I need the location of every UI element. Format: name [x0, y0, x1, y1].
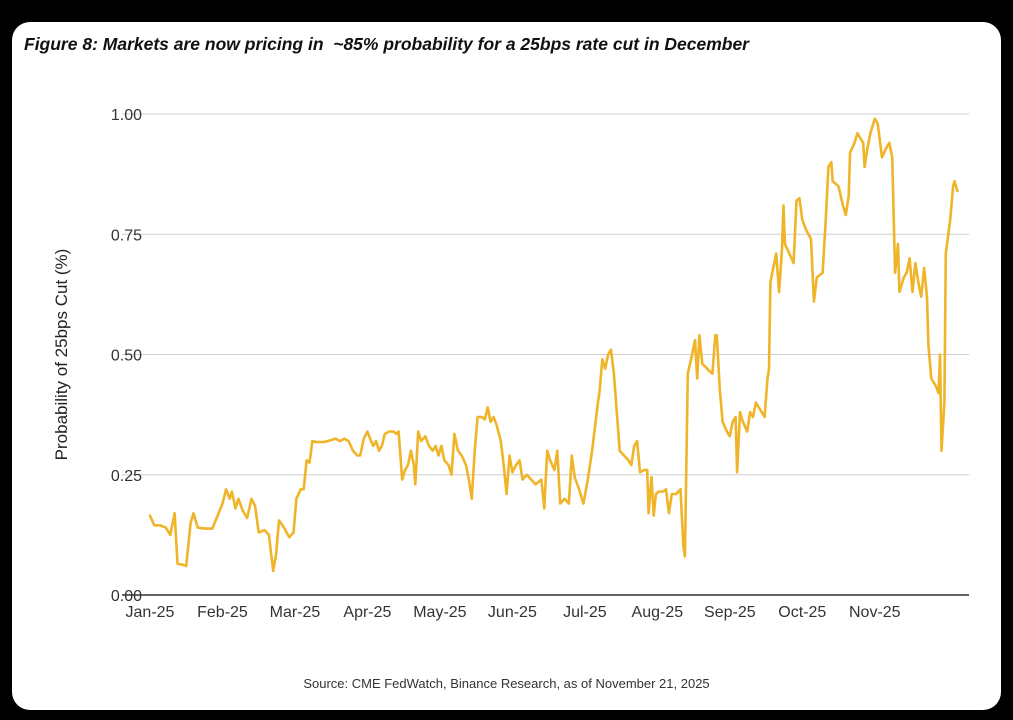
series-layer: [148, 117, 959, 573]
y-tick-label: 0.00: [111, 588, 142, 605]
series-line: [148, 117, 959, 573]
x-tick-label: Jan-25: [126, 604, 175, 621]
y-tick-label: 1.00: [111, 107, 142, 124]
source-note: Source: CME FedWatch, Binance Research, …: [303, 676, 710, 691]
x-tick-label: Oct-25: [778, 604, 826, 621]
x-tick-label: Nov-25: [849, 604, 901, 621]
x-tick-label: Sep-25: [704, 604, 756, 621]
x-tick-label: Jul-25: [563, 604, 607, 621]
y-tick-label: 0.25: [111, 468, 142, 485]
y-tick-label: 0.50: [111, 348, 142, 365]
y-tick-label: 0.75: [111, 227, 142, 244]
x-tick-label: May-25: [413, 604, 466, 621]
x-tick-label: Aug-25: [632, 604, 684, 621]
x-tick-label: Feb-25: [197, 604, 248, 621]
x-axis-ticks: Jan-25 Feb-25 Mar-25 Apr-25 May-25 Jun-25 Jul-…: [126, 604, 901, 621]
x-tick-label: Mar-25: [270, 604, 321, 621]
gridlines: [122, 113, 969, 476]
chart-card: Figure 8: Markets are now pricing in ~85…: [12, 22, 1001, 710]
x-tick-label: Apr-25: [343, 604, 391, 621]
line-chart: 0.00 0.25 0.50 0.75 1.00 Jan-25 Feb-25 Mar-25 A…: [52, 107, 969, 621]
y-axis-label: Probability of 25bps Cut (%): [52, 249, 71, 461]
x-tick-label: Jun-25: [488, 604, 537, 621]
figure-title: Figure 8: Markets are now pricing in ~85…: [24, 34, 749, 54]
y-axis-ticks: 0.00 0.25 0.50 0.75 1.00: [111, 107, 142, 605]
